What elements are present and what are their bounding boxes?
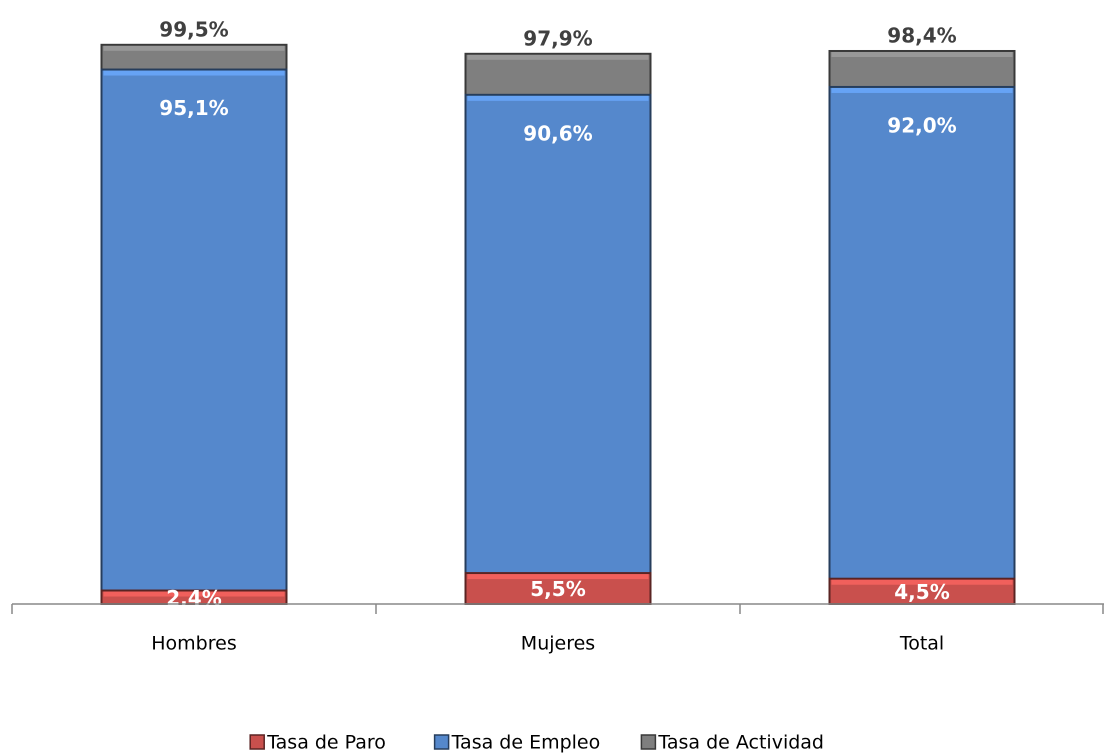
- bar-bevel: [103, 70, 285, 76]
- data-label: 92,0%: [887, 113, 956, 137]
- data-label: 98,4%: [887, 23, 956, 47]
- legend-label: Tasa de Paro: [266, 732, 386, 754]
- x-tick-label: Total: [899, 633, 944, 655]
- data-label: 90,6%: [523, 121, 592, 145]
- legend-swatch: [249, 734, 265, 750]
- legend-label: Tasa de Empleo: [451, 732, 601, 754]
- data-label: 2,4%: [166, 586, 221, 610]
- bar-bevel: [103, 591, 285, 597]
- bar: [464, 93, 652, 605]
- x-tick-label: Hombres: [151, 633, 236, 655]
- legend-label: Tasa de Actividad: [657, 732, 824, 754]
- legend-swatch: [433, 734, 450, 750]
- data-label: 5,5%: [530, 577, 585, 601]
- bar-bevel: [467, 574, 649, 580]
- legend-swatch: [640, 734, 657, 750]
- bar-bevel: [467, 95, 649, 101]
- x-tick-label: Mujeres: [521, 633, 595, 655]
- data-label: 4,5%: [894, 580, 949, 604]
- bar-bevel: [831, 87, 1013, 93]
- data-label: 97,9%: [523, 26, 592, 50]
- bar-bevel: [467, 54, 649, 60]
- bar-bevel: [831, 51, 1013, 57]
- data-label: 99,5%: [159, 17, 228, 41]
- bar: [100, 68, 288, 605]
- bar-bevel: [103, 45, 285, 51]
- data-label: 95,1%: [159, 96, 228, 120]
- bar: [828, 85, 1016, 605]
- bar-bevel: [831, 579, 1013, 585]
